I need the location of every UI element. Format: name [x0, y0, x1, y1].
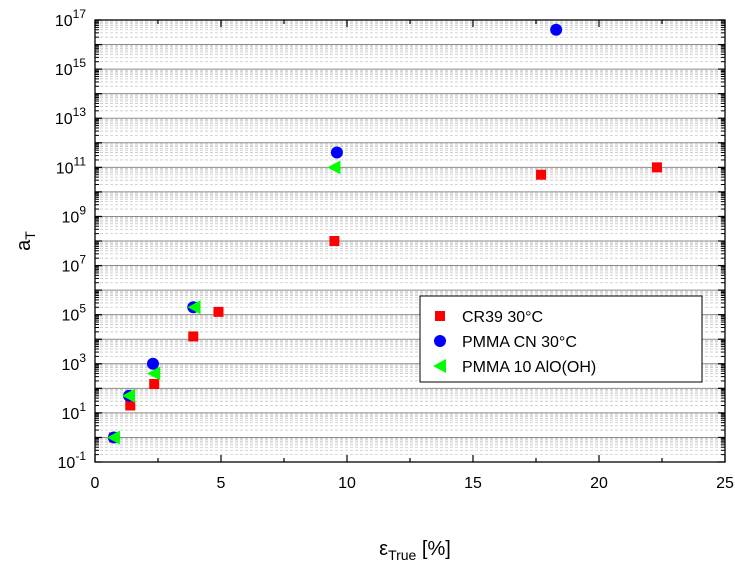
grid: [95, 19, 725, 463]
data-point-series-1: [550, 23, 563, 36]
data-point-series-2: [106, 430, 120, 445]
y-tick-label: 105: [62, 302, 87, 325]
data-point-series-2: [187, 300, 201, 315]
x-tick-label: 20: [590, 475, 608, 492]
x-tick-labels: 0 5 10 15 20 25: [91, 475, 734, 492]
y-tick-labels: 10-1 101 103 105 107 109 1011 1013 1015 1017: [55, 7, 86, 472]
y-tick-label: 109: [62, 203, 87, 226]
legend-marker-2: [433, 359, 446, 373]
data-point-series-0: [125, 400, 136, 411]
data-point-series-0: [329, 236, 340, 246]
legend-marker-1: [434, 335, 446, 347]
legend-label-0: CR39 30°C: [462, 309, 543, 326]
y-tick-label: 103: [62, 351, 87, 374]
legend-marker-0: [435, 311, 445, 321]
data-point-series-0: [188, 331, 199, 342]
legend-box: [419, 295, 703, 383]
data-point-series-0: [149, 379, 160, 390]
y-tick-label: 101: [62, 400, 87, 423]
data-point-series-2: [147, 366, 161, 381]
data-points: [106, 23, 662, 445]
legend: CR39 30°C PMMA CN 30°C PMMA 10 AlO(OH): [419, 295, 703, 383]
data-point-series-0: [536, 169, 547, 180]
axis-ticks: [94, 19, 726, 463]
data-point-series-0: [651, 162, 662, 173]
x-tick-label: 10: [338, 475, 356, 492]
legend-label-2: PMMA 10 AlO(OH): [462, 359, 596, 376]
x-tick-label: 5: [217, 475, 226, 492]
y-tick-label: 10-1: [58, 449, 87, 472]
y-tick-label: 107: [62, 253, 87, 276]
data-point-series-2: [122, 388, 136, 403]
y-tick-label: 1013: [55, 105, 86, 128]
data-point-series-0: [213, 306, 224, 317]
data-point-series-2: [327, 160, 341, 175]
y-axis-title: aT: [13, 231, 38, 251]
y-tick-label: 1017: [55, 7, 86, 30]
data-point-series-1: [146, 357, 159, 370]
plot-frame: [94, 19, 726, 463]
x-tick-label: 0: [91, 475, 100, 492]
y-tick-label: 1011: [56, 154, 87, 177]
legend-label-1: PMMA CN 30°C: [462, 334, 577, 351]
data-point-series-1: [330, 146, 343, 159]
y-tick-label: 1015: [55, 56, 86, 79]
x-axis-title: εTrue [%]: [379, 538, 451, 563]
x-tick-label: 15: [464, 475, 482, 492]
x-tick-label: 25: [716, 475, 734, 492]
